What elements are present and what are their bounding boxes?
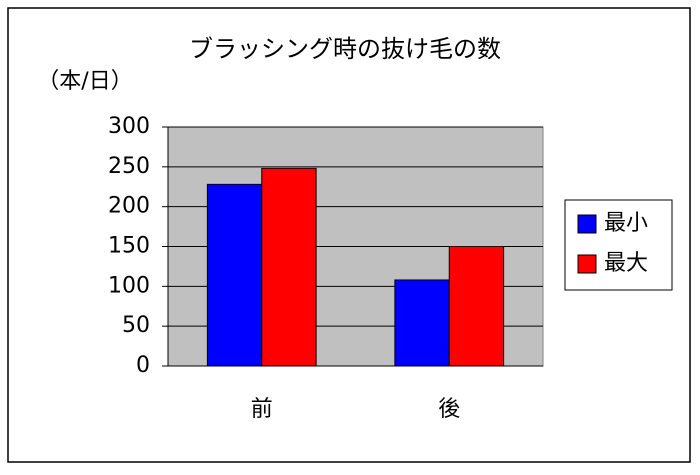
- y-axis-label: （本/日）: [37, 69, 132, 94]
- y-tick-label: 200: [108, 194, 150, 219]
- chart-title: ブラッシング時の抜け毛の数: [189, 35, 501, 63]
- y-tick-label: 0: [136, 353, 150, 378]
- y-tick-label: 100: [108, 273, 150, 298]
- y-tick-label: 150: [108, 234, 150, 259]
- legend-label: 最小: [604, 211, 648, 236]
- legend-swatch: [577, 214, 597, 234]
- y-tick-label: 50: [122, 313, 150, 338]
- x-tick-label: 後: [438, 397, 460, 422]
- y-tick-label: 300: [108, 114, 150, 139]
- bar: [394, 279, 450, 367]
- y-tick-label: 250: [108, 154, 150, 179]
- bar: [261, 167, 317, 367]
- x-tick-label: 前: [251, 397, 273, 422]
- bar: [448, 246, 505, 367]
- bar: [206, 183, 263, 367]
- legend-swatch: [577, 254, 597, 274]
- legend-label: 最大: [604, 251, 648, 276]
